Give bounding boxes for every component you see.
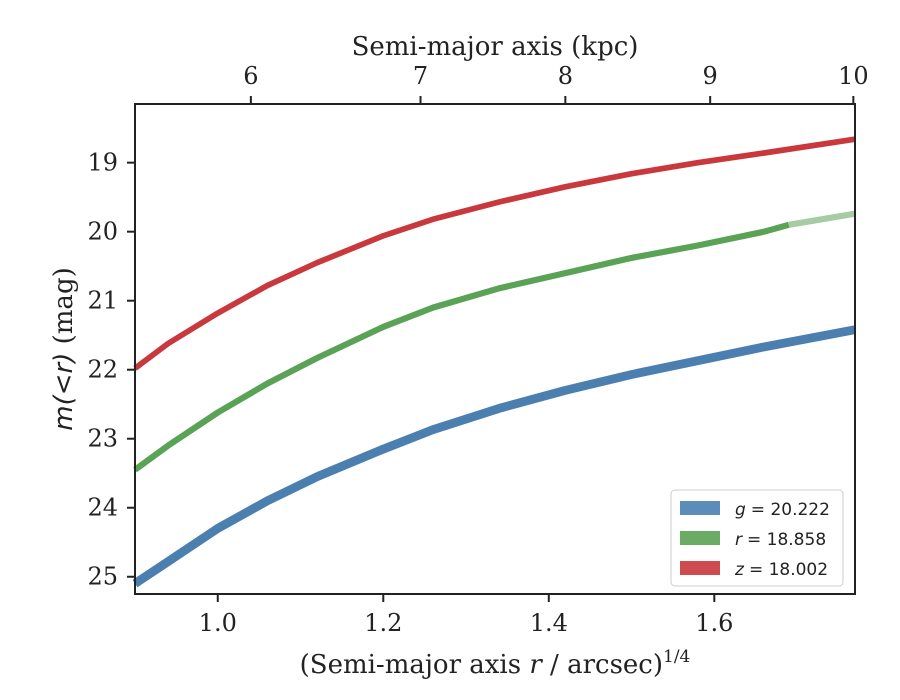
x-tick-label: 1.0	[199, 609, 237, 637]
x-axis-label-var: r	[529, 650, 543, 680]
top-x-tick-label: 10	[838, 62, 869, 90]
axis-layer: 1.0 1.2 1.4 1.6 19 20 21 22 23 24 25 6 7 8 9 10	[87, 62, 868, 637]
legend-swatch-z	[680, 561, 720, 575]
legend-swatch-r	[680, 531, 720, 545]
legend-label-r: r = 18.858	[735, 530, 826, 550]
legend-var-z: z	[734, 560, 745, 580]
y-tick-label: 22	[87, 356, 118, 384]
series-line-r-faded-segment	[788, 210, 856, 228]
legend-label-z: z = 18.002	[734, 560, 828, 580]
x-tick-label: 1.4	[530, 609, 568, 637]
series-line-g	[132, 325, 856, 588]
top-x-axis-label: Semi-major axis (kpc)	[352, 32, 639, 62]
y-tick-label: 19	[87, 149, 118, 177]
series-layer	[132, 136, 856, 588]
x-axis-label-pre: (Semi-major axis	[300, 650, 530, 680]
series-line-z	[133, 136, 856, 371]
x-axis-label-exponent: 1/4	[663, 647, 690, 667]
y-tick-label: 20	[87, 218, 118, 246]
x-tick-label: 1.6	[695, 609, 733, 637]
legend-value-z: = 18.002	[749, 560, 828, 580]
legend-var-r: r	[735, 530, 743, 550]
legend-var-g: g	[735, 500, 746, 520]
legend-swatch-g	[680, 501, 720, 515]
y-tick-label: 21	[87, 287, 118, 315]
legend-value-g: = 20.222	[751, 500, 830, 520]
legend-label-g: g = 20.222	[735, 500, 830, 520]
y-tick-label: 23	[87, 425, 118, 453]
x-axis-label: (Semi-major axis r / arcsec)1/4	[300, 647, 691, 680]
x-tick-label: 1.2	[364, 609, 402, 637]
y-axis-label-unit: (mag)	[49, 267, 79, 352]
top-x-tick-label: 6	[243, 62, 258, 90]
y-tick-label: 25	[87, 563, 118, 591]
y-axis-label-math: m(<r)	[49, 353, 79, 431]
y-axis-label: m(<r) (mag)	[49, 267, 79, 430]
series-line-r	[133, 221, 790, 473]
top-x-tick-label: 8	[558, 62, 573, 90]
top-x-tick-label: 7	[413, 62, 428, 90]
top-x-tick-label: 9	[703, 62, 718, 90]
x-axis-label-post: / arcsec)	[542, 650, 663, 680]
legend-value-r: = 18.858	[747, 530, 826, 550]
legend: g = 20.222 r = 18.858 z = 18.002	[670, 489, 844, 587]
plot-frame	[134, 103, 856, 595]
y-tick-label: 24	[87, 494, 118, 522]
